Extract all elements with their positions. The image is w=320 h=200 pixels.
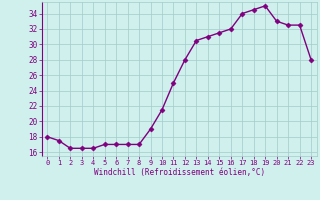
X-axis label: Windchill (Refroidissement éolien,°C): Windchill (Refroidissement éolien,°C) (94, 168, 265, 177)
